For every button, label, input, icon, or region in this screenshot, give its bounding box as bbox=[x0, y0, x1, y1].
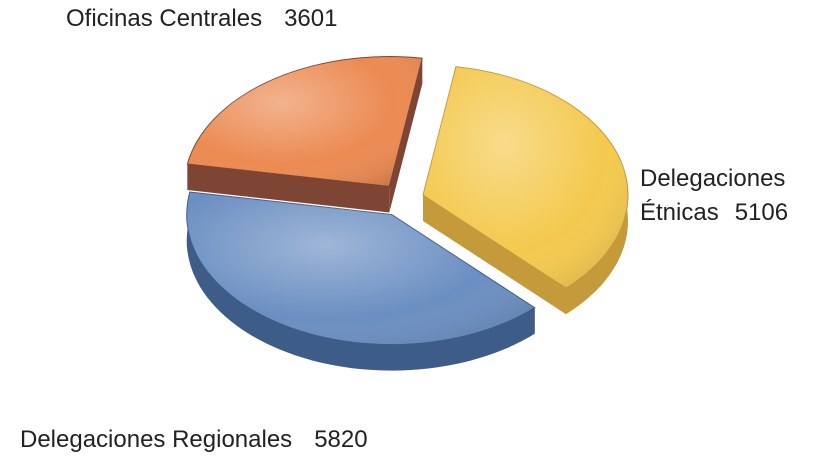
label-oficinas: Oficinas Centrales 3601 bbox=[66, 2, 466, 36]
category-label: Delegaciones Étnicas bbox=[640, 165, 786, 226]
value-label: 3601 bbox=[284, 5, 338, 32]
category-label: Oficinas Centrales bbox=[66, 5, 263, 32]
value-label: 5820 bbox=[314, 426, 368, 453]
slice-side bbox=[186, 192, 535, 371]
value-label: 5106 bbox=[734, 199, 789, 226]
slice-side bbox=[389, 58, 423, 213]
slice-shine bbox=[186, 192, 535, 345]
slice-shine bbox=[423, 66, 628, 289]
category-label: Delegaciones Regionales bbox=[20, 426, 293, 453]
label-regionales: Delegaciones Regionales 5820 bbox=[20, 423, 520, 457]
slice-side bbox=[423, 195, 566, 315]
slice-shine bbox=[187, 56, 423, 187]
label-etnicas: Delegaciones Étnicas 5106 bbox=[640, 162, 832, 230]
slice-side bbox=[187, 164, 390, 213]
